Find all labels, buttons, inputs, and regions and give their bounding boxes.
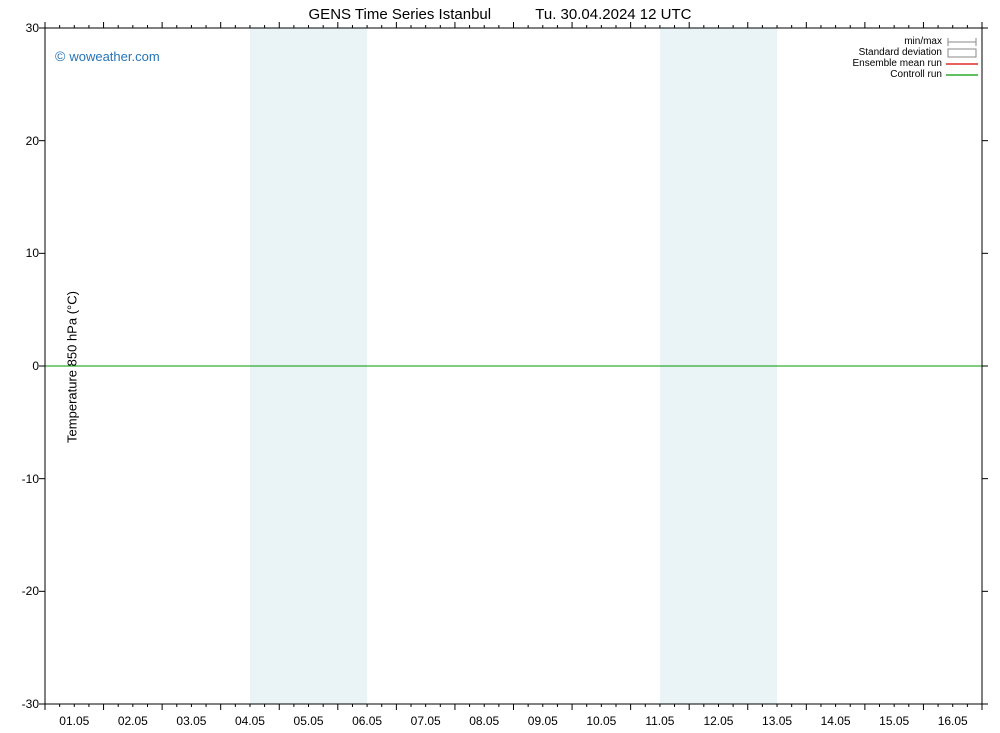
legend-item: min/max [853, 36, 979, 47]
x-tick-label: 07.05 [411, 714, 441, 728]
y-tick-label: 10 [11, 246, 39, 260]
legend-label: Controll run [890, 69, 946, 80]
legend-label: min/max [904, 36, 946, 47]
copyright-icon: © [55, 48, 65, 64]
plot-svg [0, 0, 1000, 733]
legend: min/maxStandard deviationEnsemble mean r… [853, 36, 979, 80]
watermark: © woweather.com [55, 48, 160, 64]
x-tick-label: 12.05 [703, 714, 733, 728]
x-tick-label: 15.05 [879, 714, 909, 728]
x-tick-label: 13.05 [762, 714, 792, 728]
legend-swatch [946, 70, 978, 80]
x-tick-label: 01.05 [59, 714, 89, 728]
x-tick-label: 09.05 [528, 714, 558, 728]
x-tick-label: 06.05 [352, 714, 382, 728]
chart-container: GENS Time Series Istanbul Tu. 30.04.2024… [0, 0, 1000, 733]
x-tick-label: 08.05 [469, 714, 499, 728]
y-tick-label: 30 [11, 21, 39, 35]
legend-swatch [946, 59, 978, 69]
legend-swatch [946, 48, 978, 58]
x-tick-label: 11.05 [645, 714, 674, 728]
x-tick-label: 16.05 [938, 714, 968, 728]
y-tick-label: 0 [11, 359, 39, 373]
legend-label: Standard deviation [859, 47, 946, 58]
legend-label: Ensemble mean run [853, 58, 947, 69]
x-tick-label: 04.05 [235, 714, 265, 728]
legend-swatch [946, 37, 978, 47]
x-tick-label: 02.05 [118, 714, 148, 728]
x-tick-label: 03.05 [176, 714, 206, 728]
x-tick-label: 10.05 [586, 714, 616, 728]
watermark-text: woweather.com [69, 49, 159, 64]
legend-item: Ensemble mean run [853, 58, 979, 69]
x-tick-label: 14.05 [821, 714, 851, 728]
y-tick-label: -20 [11, 584, 39, 598]
y-tick-label: -10 [11, 472, 39, 486]
x-tick-label: 05.05 [294, 714, 324, 728]
legend-item: Controll run [853, 69, 979, 80]
legend-item: Standard deviation [853, 47, 979, 58]
y-tick-label: 20 [11, 134, 39, 148]
y-tick-label: -30 [11, 697, 39, 711]
